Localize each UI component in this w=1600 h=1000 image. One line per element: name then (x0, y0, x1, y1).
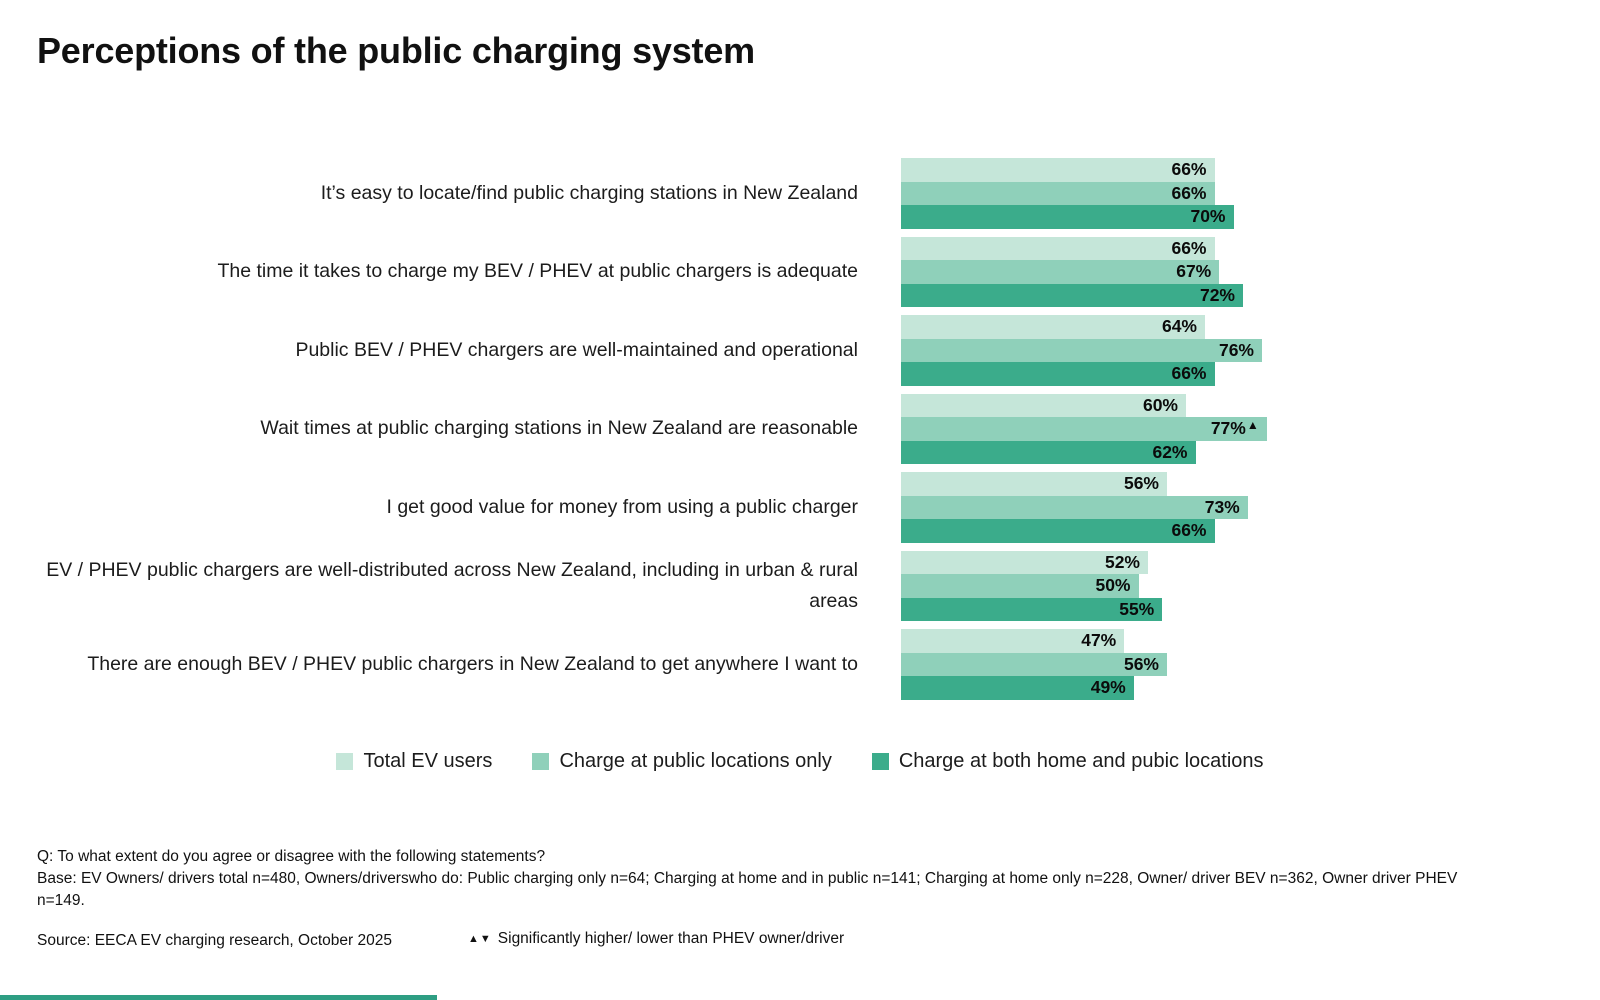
chart-row: Public BEV / PHEV chargers are well-main… (0, 315, 1600, 386)
bar-total-ev-users: 47% (901, 629, 1125, 653)
bar-charge-at-public-locations-only: 56% (901, 652, 1167, 676)
bar-value-label: 70% (1190, 206, 1226, 227)
chart-legend: Total EV users Charge at public locations… (0, 750, 1600, 773)
bar-charge-at-public-locations-only: 66% (901, 181, 1215, 205)
bar-total-ev-users: 60% (901, 393, 1186, 417)
bar-total-ev-users: 66% (901, 158, 1215, 182)
bar-value-label: 55% (1119, 598, 1155, 619)
bar-charge-at-public-locations-only: 50% (901, 574, 1139, 598)
footnote-significance: ▲▼ Significantly higher/ lower than PHEV … (468, 930, 844, 948)
bar-value-label: 72% (1199, 284, 1235, 305)
chart-row: I get good value for money from using a … (0, 472, 1600, 543)
significance-note-text: Significantly higher/ lower than PHEV ow… (497, 930, 845, 947)
chart-row: It’s easy to locate/find public charging… (0, 158, 1600, 229)
bar-charge-at-public-locations-only: 76% (901, 338, 1262, 362)
legend-item: Total EV users (336, 750, 492, 773)
bar-charge-at-both-home-and-pubic-locations: 70% (901, 205, 1234, 229)
legend-label: Charge at public locations only (559, 750, 832, 772)
bar-total-ev-users: 52% (901, 550, 1148, 574)
bar-value-label: 64% (1161, 316, 1197, 337)
bar-value-label: 77% (1210, 418, 1246, 439)
footnote-base: Base: EV Owners/ drivers total n=480, Ow… (37, 870, 1458, 910)
bar-value-label: 47% (1081, 630, 1117, 651)
category-label: Wait times at public charging stations i… (260, 417, 858, 440)
bar-value-label: 56% (1123, 473, 1159, 494)
category-label: The time it takes to charge my BEV / PHE… (217, 260, 858, 283)
legend-label: Total EV users (363, 750, 493, 772)
bar-value-label: 67% (1176, 261, 1212, 282)
legend-swatch-icon (532, 753, 550, 770)
significance-marker-icon: ▲ (1246, 417, 1259, 432)
bar-group: 66% 67% 72% (901, 236, 1243, 307)
bar-value-label: 76% (1218, 339, 1254, 360)
bar-value-label: 73% (1204, 496, 1240, 517)
bar-group: 64% 76% 66% (901, 315, 1262, 386)
bar-charge-at-both-home-and-pubic-locations: 55% (901, 597, 1163, 621)
bar-value-label: 66% (1171, 363, 1207, 384)
chart-row: Wait times at public charging stations i… (0, 393, 1600, 464)
category-label: It’s easy to locate/find public charging… (320, 181, 858, 204)
bar-group: 56% 73% 66% (901, 472, 1248, 543)
bar-charge-at-public-locations-only: 77% ▲ (901, 417, 1267, 441)
bar-charge-at-both-home-and-pubic-locations: 66% (901, 519, 1215, 543)
bar-charge-at-both-home-and-pubic-locations: 72% (901, 283, 1243, 307)
bar-chart: It’s easy to locate/find public charging… (0, 158, 1600, 708)
legend-item: Charge at public locations only (532, 750, 832, 773)
legend-item: Charge at both home and pubic locations (871, 750, 1264, 773)
page-title: Perceptions of the public charging syste… (37, 30, 755, 71)
bar-total-ev-users: 66% (901, 236, 1215, 260)
bottom-accent-line (0, 995, 437, 1000)
bar-group: 52% 50% 55% (901, 550, 1163, 621)
bar-group: 47% 56% 49% (901, 629, 1167, 700)
legend-label: Charge at both home and pubic locations (898, 750, 1264, 772)
significance-triangles-icon: ▲▼ (468, 933, 492, 945)
footnote-question: Q: To what extent do you agree or disagr… (37, 848, 546, 865)
bar-value-label: 52% (1104, 551, 1140, 572)
bar-value-label: 66% (1171, 520, 1207, 541)
bar-value-label: 62% (1152, 441, 1188, 462)
bar-value-label: 66% (1171, 182, 1207, 203)
bar-value-label: 66% (1171, 159, 1207, 180)
bar-charge-at-public-locations-only: 73% (901, 495, 1248, 519)
category-label: EV / PHEV public chargers are well-distr… (46, 559, 858, 612)
bar-group: 66% 66% 70% (901, 158, 1234, 229)
legend-swatch-icon (336, 753, 354, 770)
bar-total-ev-users: 56% (901, 472, 1167, 496)
category-label: Public BEV / PHEV chargers are well-main… (295, 338, 858, 361)
category-label: There are enough BEV / PHEV public charg… (87, 652, 858, 675)
footnote-source: Source: EECA EV charging research, Octob… (37, 932, 392, 949)
bar-value-label: 56% (1123, 653, 1159, 674)
chart-row: There are enough BEV / PHEV public charg… (0, 629, 1600, 700)
bar-value-label: 60% (1142, 394, 1178, 415)
chart-row: EV / PHEV public chargers are well-distr… (0, 550, 1600, 621)
bar-value-label: 50% (1095, 575, 1131, 596)
legend-swatch-icon (871, 753, 889, 770)
chart-row: The time it takes to charge my BEV / PHE… (0, 236, 1600, 307)
bar-charge-at-both-home-and-pubic-locations: 62% (901, 440, 1196, 464)
bar-total-ev-users: 64% (901, 315, 1205, 339)
bar-value-label: 49% (1090, 677, 1126, 698)
bar-value-label: 66% (1171, 237, 1207, 258)
bar-charge-at-public-locations-only: 67% (901, 260, 1220, 284)
bar-charge-at-both-home-and-pubic-locations: 66% (901, 362, 1215, 386)
category-label: I get good value for money from using a … (386, 495, 858, 518)
bar-charge-at-both-home-and-pubic-locations: 49% (901, 676, 1134, 700)
bar-group: 60% 77% ▲ 62% (901, 393, 1267, 464)
